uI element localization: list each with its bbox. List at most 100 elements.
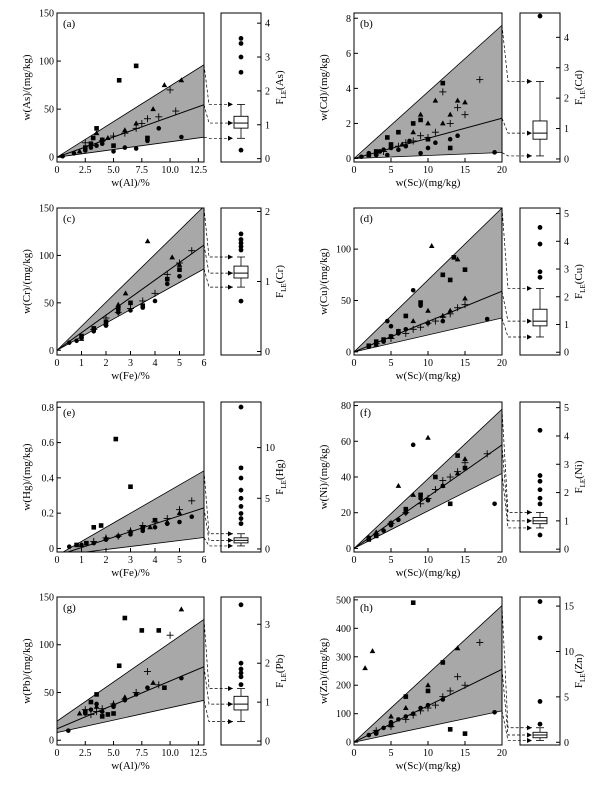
box-tick-label: 2: [265, 659, 270, 670]
x-tick-label: 10.0: [161, 165, 179, 176]
y-axis-label: w(Pb)/(mg/kg): [21, 638, 33, 704]
x-axis-label: w(Fe)/%: [111, 370, 150, 382]
x-tick-label: 0: [55, 358, 60, 369]
point-triangle: [133, 120, 139, 126]
point-square: [462, 465, 468, 471]
point-square: [122, 615, 128, 621]
point-triangle: [410, 129, 416, 135]
y-tick-label: 100: [39, 57, 54, 68]
y-tick-label: 400: [336, 624, 351, 635]
box-tick-label: 10: [265, 443, 275, 454]
boxplot-label-tail: (Zn): [573, 654, 585, 674]
y-tick-label: 0: [346, 544, 351, 555]
box-outlier: [238, 247, 244, 253]
confidence-band: [57, 208, 204, 351]
confidence-band: [354, 604, 502, 743]
point-square: [90, 135, 96, 141]
boxplot-frame: [220, 596, 262, 746]
box-outlier: [238, 147, 244, 153]
connector-dashed: [501, 25, 532, 82]
point-square: [162, 685, 167, 691]
point-circle: [407, 138, 412, 144]
point-triangle: [462, 99, 468, 105]
x-tick-label: 10: [423, 358, 433, 369]
box-tick-label: 2: [564, 488, 569, 499]
connector-arrow: [527, 334, 532, 340]
box-outlier: [238, 674, 244, 680]
box-outlier: [238, 511, 244, 516]
box-tick-label: 10: [564, 647, 574, 658]
connector-dashed: [203, 537, 233, 547]
plot-area: [354, 600, 502, 743]
box-outlier: [238, 487, 244, 493]
y-axis-label: w(Hg)/(mg/kg): [21, 443, 33, 511]
point-square: [410, 121, 416, 126]
point-circle: [164, 281, 170, 287]
x-tick-label: 20: [497, 748, 507, 759]
boxplot-label: FLE(Cd): [573, 70, 587, 105]
connector-dashed: [203, 666, 233, 705]
box-outlier: [537, 487, 543, 493]
boxplot-label: FLE(Pb): [274, 654, 288, 688]
box-iqr: [532, 120, 548, 140]
connector-dashed: [501, 473, 532, 529]
regression-line: [57, 244, 204, 351]
point-circle: [177, 519, 182, 525]
point-circle: [447, 136, 453, 142]
boxplot-label-tail: (Hg): [274, 459, 286, 480]
x-tick-label: 5: [177, 358, 182, 369]
point-circle: [381, 725, 386, 731]
box-outlier: [238, 298, 244, 304]
box-tick-label: 4: [564, 33, 569, 44]
box-outlier: [537, 478, 543, 484]
connector-dashed: [501, 317, 532, 338]
point-square: [396, 129, 401, 135]
confidence-band: [57, 64, 204, 158]
x-tick-label: 15: [460, 165, 470, 176]
box-tick-label: 2: [564, 94, 569, 105]
y-tick-label: 50: [44, 298, 54, 309]
box-outlier: [238, 521, 244, 527]
y-tick-label: 80: [341, 401, 351, 412]
connector-arrow: [527, 78, 532, 84]
point-circle: [152, 298, 158, 304]
point-circle: [403, 327, 409, 332]
box-tick-label: 2: [265, 86, 270, 97]
point-triangle: [93, 703, 100, 709]
boxplot-label-sub: LE: [579, 284, 587, 293]
box-tick-label: 1: [564, 320, 569, 331]
box-outlier: [238, 69, 244, 75]
x-tick-label: 5: [389, 555, 394, 566]
plot-area: [57, 208, 204, 351]
panel-label: (b): [360, 18, 373, 30]
point-circle: [189, 514, 195, 520]
point-triangle: [395, 328, 402, 334]
x-tick-label: 5: [177, 555, 182, 566]
x-axis-label: w(Sc)/(mg/kg): [396, 370, 461, 382]
point-circle: [177, 273, 182, 279]
point-circle: [122, 145, 128, 150]
connector-dashed: [501, 291, 532, 322]
point-circle: [145, 685, 150, 691]
point-circle: [359, 154, 364, 160]
y-tick-label: 200: [336, 681, 351, 692]
x-tick-label: 5.0: [107, 748, 120, 759]
point-square: [403, 313, 409, 319]
point-circle: [66, 728, 71, 733]
box-tick-label: 3: [564, 63, 569, 74]
connector-dashed: [501, 669, 532, 736]
point-circle: [385, 318, 390, 324]
y-tick-label: 100: [336, 245, 351, 256]
point-circle: [388, 323, 394, 329]
x-axis-label: w(Sc)/(mg/kg): [396, 760, 461, 772]
point-circle: [66, 544, 72, 550]
connector-arrow: [527, 518, 532, 524]
point-triangle: [425, 307, 431, 313]
point-triangle: [454, 256, 461, 262]
boxplot-label-sub: LE: [280, 480, 288, 489]
boxplot-label-tail: (Cd): [573, 70, 585, 91]
panel-label: (g): [63, 602, 76, 614]
connector-dashed: [203, 207, 233, 258]
point-square: [99, 714, 105, 719]
y-tick-label: 0: [49, 544, 54, 555]
